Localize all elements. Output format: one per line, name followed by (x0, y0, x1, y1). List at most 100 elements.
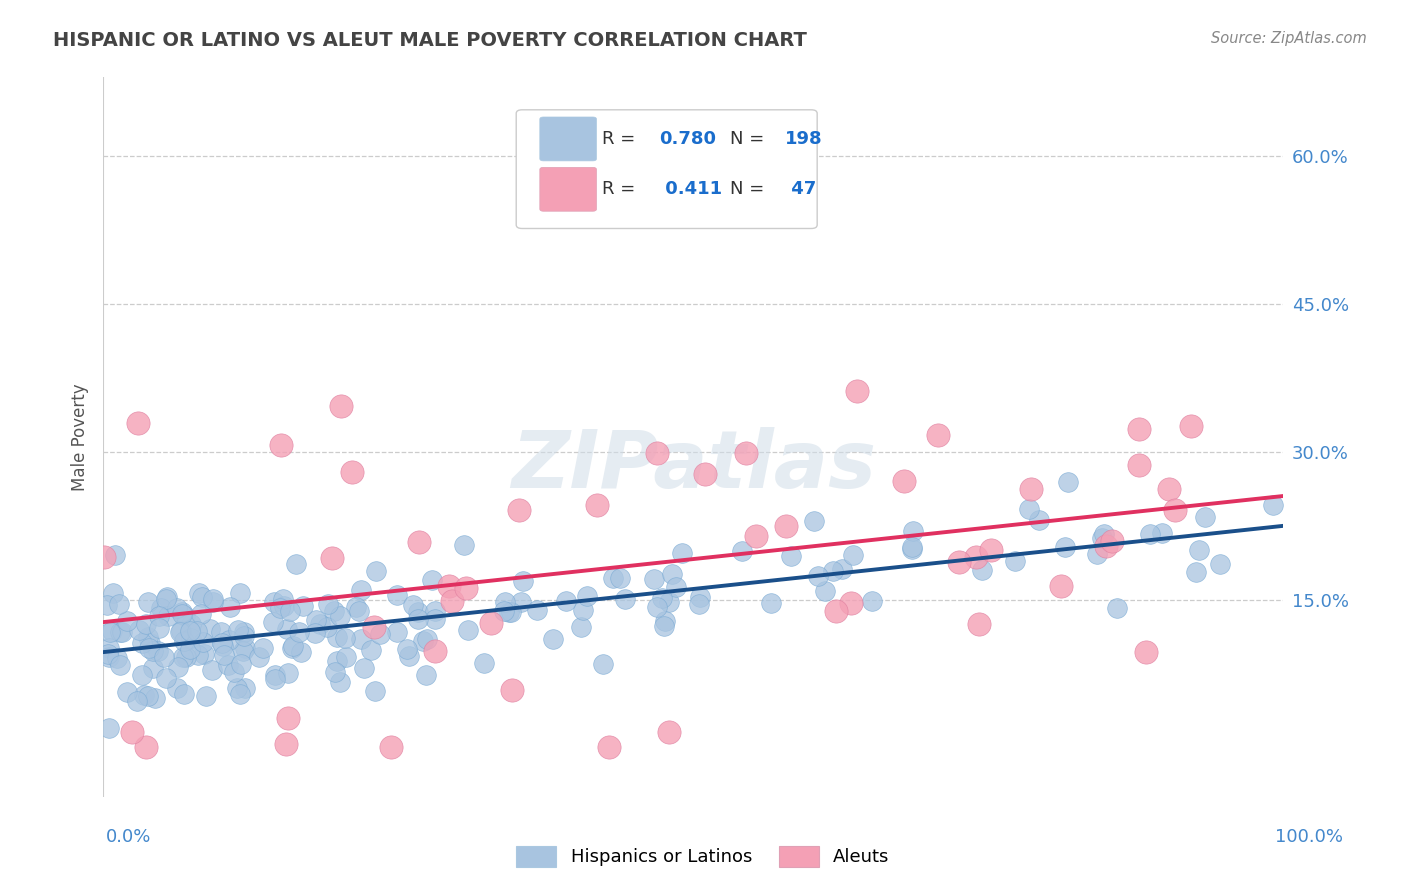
Point (965, 549, 987, 564)
Legend: Hispanics or Latinos, Aleuts: Hispanics or Latinos, Aleuts (509, 838, 897, 874)
Point (457, 623, 479, 637)
Point (93, 549, 115, 564)
Point (1028, 513, 1050, 527)
Point (142, 644, 165, 658)
Point (273, 592, 295, 607)
Text: R =: R = (602, 180, 641, 198)
Point (136, 631, 159, 645)
Point (287, 625, 309, 640)
Point (688, 597, 710, 611)
Point (1180, 419, 1202, 434)
Point (167, 660, 190, 674)
Point (98, 625, 121, 640)
Point (423, 643, 446, 657)
Point (1185, 565, 1208, 579)
Point (498, 605, 520, 619)
Point (734, 446, 756, 460)
Point (329, 609, 352, 624)
Point (233, 681, 256, 695)
Text: 0.0%: 0.0% (105, 828, 150, 846)
Point (166, 681, 188, 695)
Point (309, 617, 332, 632)
Point (143, 690, 166, 705)
Point (226, 624, 249, 638)
Text: ZIPatlas: ZIPatlas (510, 427, 876, 505)
Point (492, 605, 515, 619)
Text: Source: ZipAtlas.com: Source: ZipAtlas.com (1211, 31, 1367, 46)
Point (273, 599, 295, 613)
Point (927, 428, 949, 442)
Text: N =: N = (730, 180, 770, 198)
Point (101, 624, 124, 638)
Point (329, 674, 352, 689)
Point (323, 604, 346, 618)
Y-axis label: Male Poverty: Male Poverty (72, 384, 89, 491)
Point (602, 572, 624, 586)
Point (153, 649, 176, 664)
FancyBboxPatch shape (516, 110, 817, 228)
Point (541, 632, 564, 647)
Point (494, 595, 516, 609)
Point (1057, 475, 1080, 489)
Point (1091, 531, 1114, 545)
Point (174, 650, 197, 665)
Point (135, 617, 157, 632)
Point (131, 668, 153, 682)
Point (97, 650, 120, 665)
Point (229, 586, 252, 600)
Point (825, 604, 848, 618)
Text: N =: N = (730, 129, 770, 147)
Point (1049, 579, 1071, 593)
Point (195, 689, 218, 703)
Point (613, 591, 636, 606)
Point (845, 384, 868, 398)
Point (211, 636, 233, 650)
Point (172, 607, 194, 621)
Point (330, 399, 353, 413)
Point (233, 641, 256, 656)
Point (142, 660, 165, 674)
Point (380, 740, 402, 755)
Point (344, 599, 367, 614)
Point (1053, 540, 1076, 554)
Point (1101, 533, 1123, 548)
Point (814, 583, 837, 598)
Point (1135, 645, 1157, 659)
Point (509, 594, 531, 608)
Point (219, 600, 242, 615)
Point (97, 647, 120, 661)
Text: 198: 198 (786, 129, 823, 147)
Point (323, 665, 346, 679)
Point (156, 591, 179, 605)
Point (654, 619, 676, 633)
Point (1021, 482, 1043, 496)
Point (415, 668, 437, 682)
Point (226, 681, 249, 696)
Point (121, 724, 143, 739)
Point (901, 540, 924, 554)
Point (170, 606, 193, 620)
Point (304, 626, 326, 640)
Point (117, 614, 139, 628)
Point (232, 624, 254, 639)
Point (406, 612, 429, 626)
Point (97, 641, 120, 656)
Point (291, 599, 314, 614)
Point (138, 690, 160, 704)
Point (385, 625, 408, 640)
Point (1128, 458, 1150, 472)
Point (274, 737, 297, 751)
Point (117, 685, 139, 699)
Text: R =: R = (602, 129, 641, 147)
Point (745, 528, 768, 542)
Point (190, 607, 212, 621)
Point (247, 649, 270, 664)
Text: 47: 47 (786, 180, 817, 198)
Point (575, 589, 598, 603)
Point (1164, 503, 1187, 517)
Point (270, 438, 292, 452)
Point (146, 644, 169, 658)
Point (174, 609, 197, 624)
Point (218, 633, 240, 648)
Point (658, 594, 681, 608)
